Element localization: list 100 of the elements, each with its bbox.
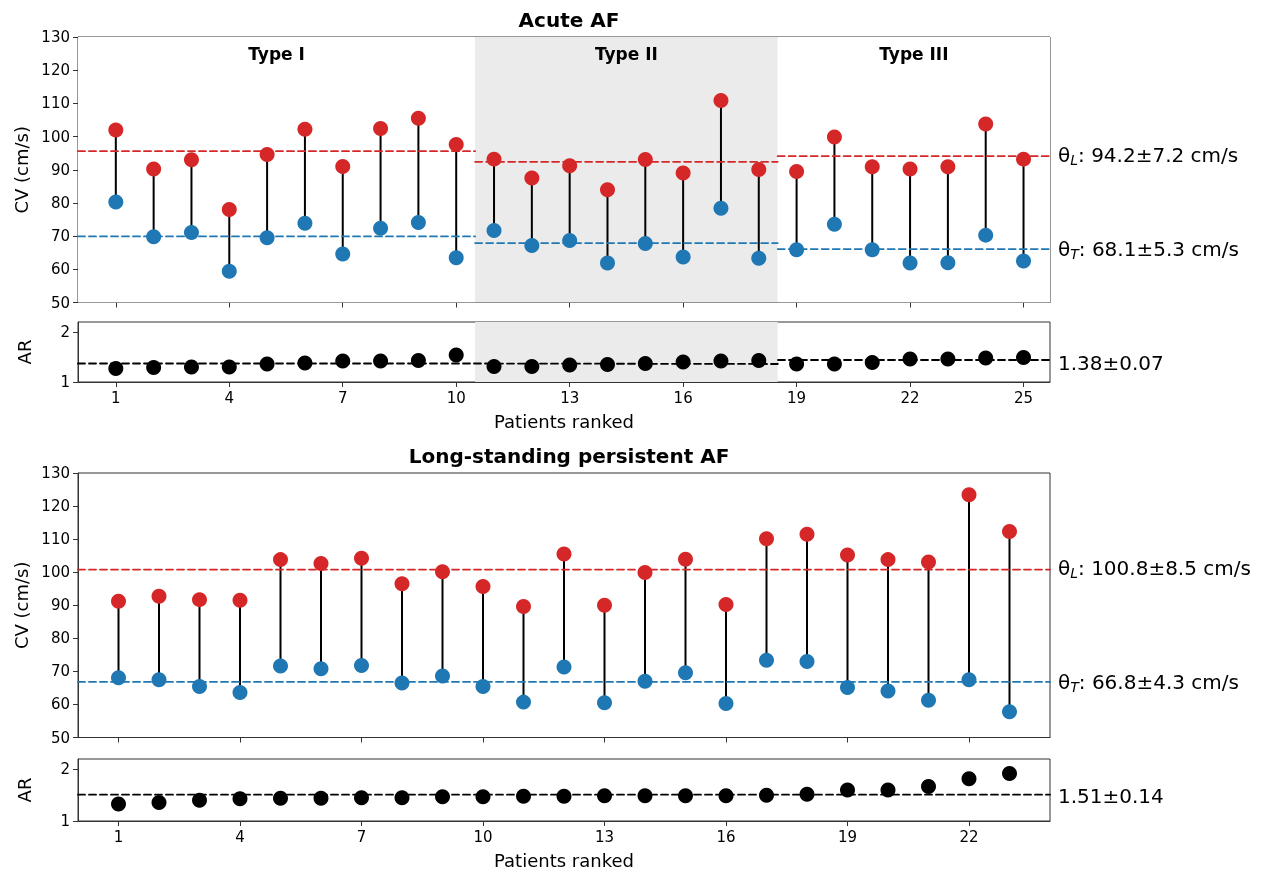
point xyxy=(486,359,502,374)
point xyxy=(394,675,410,691)
point xyxy=(718,788,734,804)
point xyxy=(524,170,540,186)
y-tick-label: 70 xyxy=(50,662,70,681)
point xyxy=(921,692,936,708)
y-axis-title: CV (cm/s) xyxy=(10,125,32,214)
point xyxy=(600,357,615,372)
y-axis-title: AR xyxy=(13,777,35,803)
point xyxy=(597,695,612,711)
point xyxy=(1016,350,1032,365)
point xyxy=(435,564,450,580)
point xyxy=(435,789,450,805)
point xyxy=(1016,151,1032,167)
point xyxy=(718,597,734,613)
point xyxy=(637,235,653,251)
chart-title: Acute AF xyxy=(518,8,620,32)
point xyxy=(600,255,615,271)
point xyxy=(373,353,389,369)
point xyxy=(713,353,729,369)
point xyxy=(718,695,734,711)
point xyxy=(448,250,464,266)
y-tick-label: 50 xyxy=(50,293,70,312)
point xyxy=(637,565,653,581)
point xyxy=(151,672,167,688)
point xyxy=(799,786,815,802)
point xyxy=(475,789,491,805)
point xyxy=(961,487,977,503)
point xyxy=(675,165,691,181)
point xyxy=(221,202,237,218)
band-label: Type III xyxy=(879,43,949,64)
point xyxy=(151,794,167,810)
x-tick-label: 13 xyxy=(560,388,580,407)
point xyxy=(111,593,126,609)
point xyxy=(394,790,410,806)
point xyxy=(940,351,956,367)
point xyxy=(192,592,207,608)
x-tick-label: 19 xyxy=(787,388,807,407)
point xyxy=(597,597,612,613)
point xyxy=(713,92,729,108)
point xyxy=(1016,253,1032,269)
point xyxy=(840,782,855,798)
point xyxy=(146,161,162,177)
point xyxy=(297,215,313,231)
point xyxy=(562,232,578,248)
point xyxy=(232,592,248,608)
point xyxy=(789,163,805,179)
point xyxy=(183,224,199,240)
point xyxy=(880,782,896,798)
point xyxy=(313,790,329,806)
point xyxy=(273,790,288,806)
x-tick-label: 1 xyxy=(113,827,124,846)
point xyxy=(759,531,774,547)
y-tick-label: 80 xyxy=(50,193,70,212)
point xyxy=(410,215,426,231)
y-tick-label: 1 xyxy=(60,812,70,830)
point xyxy=(108,194,124,210)
point xyxy=(978,350,994,366)
x-tick-label: 22 xyxy=(959,827,979,846)
band-label: Type I xyxy=(248,43,305,64)
point xyxy=(259,146,275,162)
point xyxy=(751,161,767,177)
point xyxy=(600,182,615,198)
point xyxy=(864,242,880,258)
y-tick-label: 1 xyxy=(60,373,70,391)
point xyxy=(146,229,162,245)
point xyxy=(921,554,936,570)
point xyxy=(435,668,450,684)
point xyxy=(1002,765,1017,781)
y-tick-label: 70 xyxy=(50,227,70,246)
point xyxy=(880,552,896,568)
x-tick-label: 13 xyxy=(594,827,615,846)
y-tick-label: 110 xyxy=(41,530,70,549)
x-tick-label: 22 xyxy=(900,388,920,407)
point xyxy=(410,353,426,368)
y-tick-label: 2 xyxy=(60,760,70,779)
point xyxy=(637,356,653,371)
point xyxy=(637,151,653,167)
point xyxy=(1002,524,1017,540)
point xyxy=(183,152,199,168)
point xyxy=(354,657,369,673)
point xyxy=(556,659,572,675)
point xyxy=(297,121,313,137)
y-tick-label: 80 xyxy=(50,629,70,648)
point xyxy=(562,158,578,174)
point xyxy=(978,227,994,243)
point xyxy=(961,672,977,688)
point xyxy=(524,359,540,374)
point xyxy=(864,355,880,370)
point xyxy=(713,200,729,216)
point xyxy=(902,351,918,367)
point xyxy=(335,353,351,369)
point xyxy=(556,546,572,562)
y-axis-title: AR xyxy=(13,339,35,365)
point xyxy=(394,576,410,592)
y-tick-label: 130 xyxy=(41,464,70,482)
y-tick-label: 130 xyxy=(41,28,70,46)
point xyxy=(486,151,502,167)
point xyxy=(373,220,389,236)
point xyxy=(192,679,207,695)
